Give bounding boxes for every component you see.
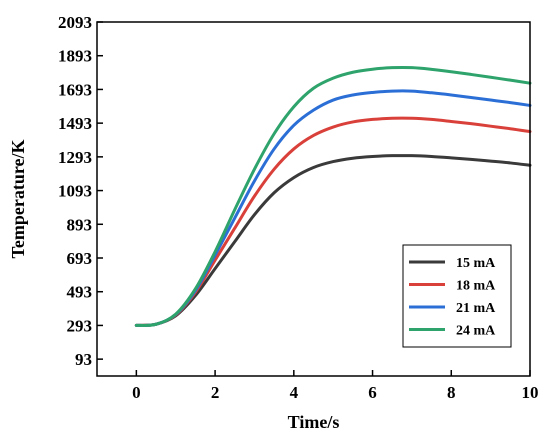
y-tick-label: 1893 bbox=[58, 47, 92, 66]
x-axis-title: Time/s bbox=[288, 412, 340, 432]
y-tick-label: 1093 bbox=[58, 182, 92, 201]
x-tick-label: 8 bbox=[447, 383, 456, 402]
x-tick-label: 6 bbox=[368, 383, 377, 402]
y-tick-label: 293 bbox=[67, 316, 93, 335]
y-tick-label: 1693 bbox=[58, 80, 92, 99]
legend-label: 24 mA bbox=[456, 324, 496, 339]
legend-label: 18 mA bbox=[456, 279, 496, 294]
y-axis-title: Temperature/K bbox=[8, 140, 28, 259]
y-tick-label: 1293 bbox=[58, 148, 92, 167]
y-tick-label: 693 bbox=[67, 249, 93, 268]
series-line-3 bbox=[134, 65, 532, 327]
series-line-0 bbox=[134, 154, 532, 327]
x-tick-label: 10 bbox=[522, 383, 539, 402]
x-tick-label: 0 bbox=[132, 383, 141, 402]
y-tick-label: 493 bbox=[67, 283, 93, 302]
x-tick-label: 2 bbox=[211, 383, 220, 402]
y-tick-label: 2093 bbox=[58, 13, 92, 32]
y-tick-label: 893 bbox=[67, 215, 93, 234]
legend-label: 21 mA bbox=[456, 301, 496, 316]
y-tick-label: 1493 bbox=[58, 114, 92, 133]
legend-label: 15 mA bbox=[456, 256, 496, 271]
legend: 15 mA 18 mA 21 mA 24 mA bbox=[402, 244, 512, 348]
x-tick-label: 4 bbox=[290, 383, 299, 402]
plot-area-frame bbox=[96, 21, 531, 377]
y-tick-label: 93 bbox=[75, 350, 92, 369]
